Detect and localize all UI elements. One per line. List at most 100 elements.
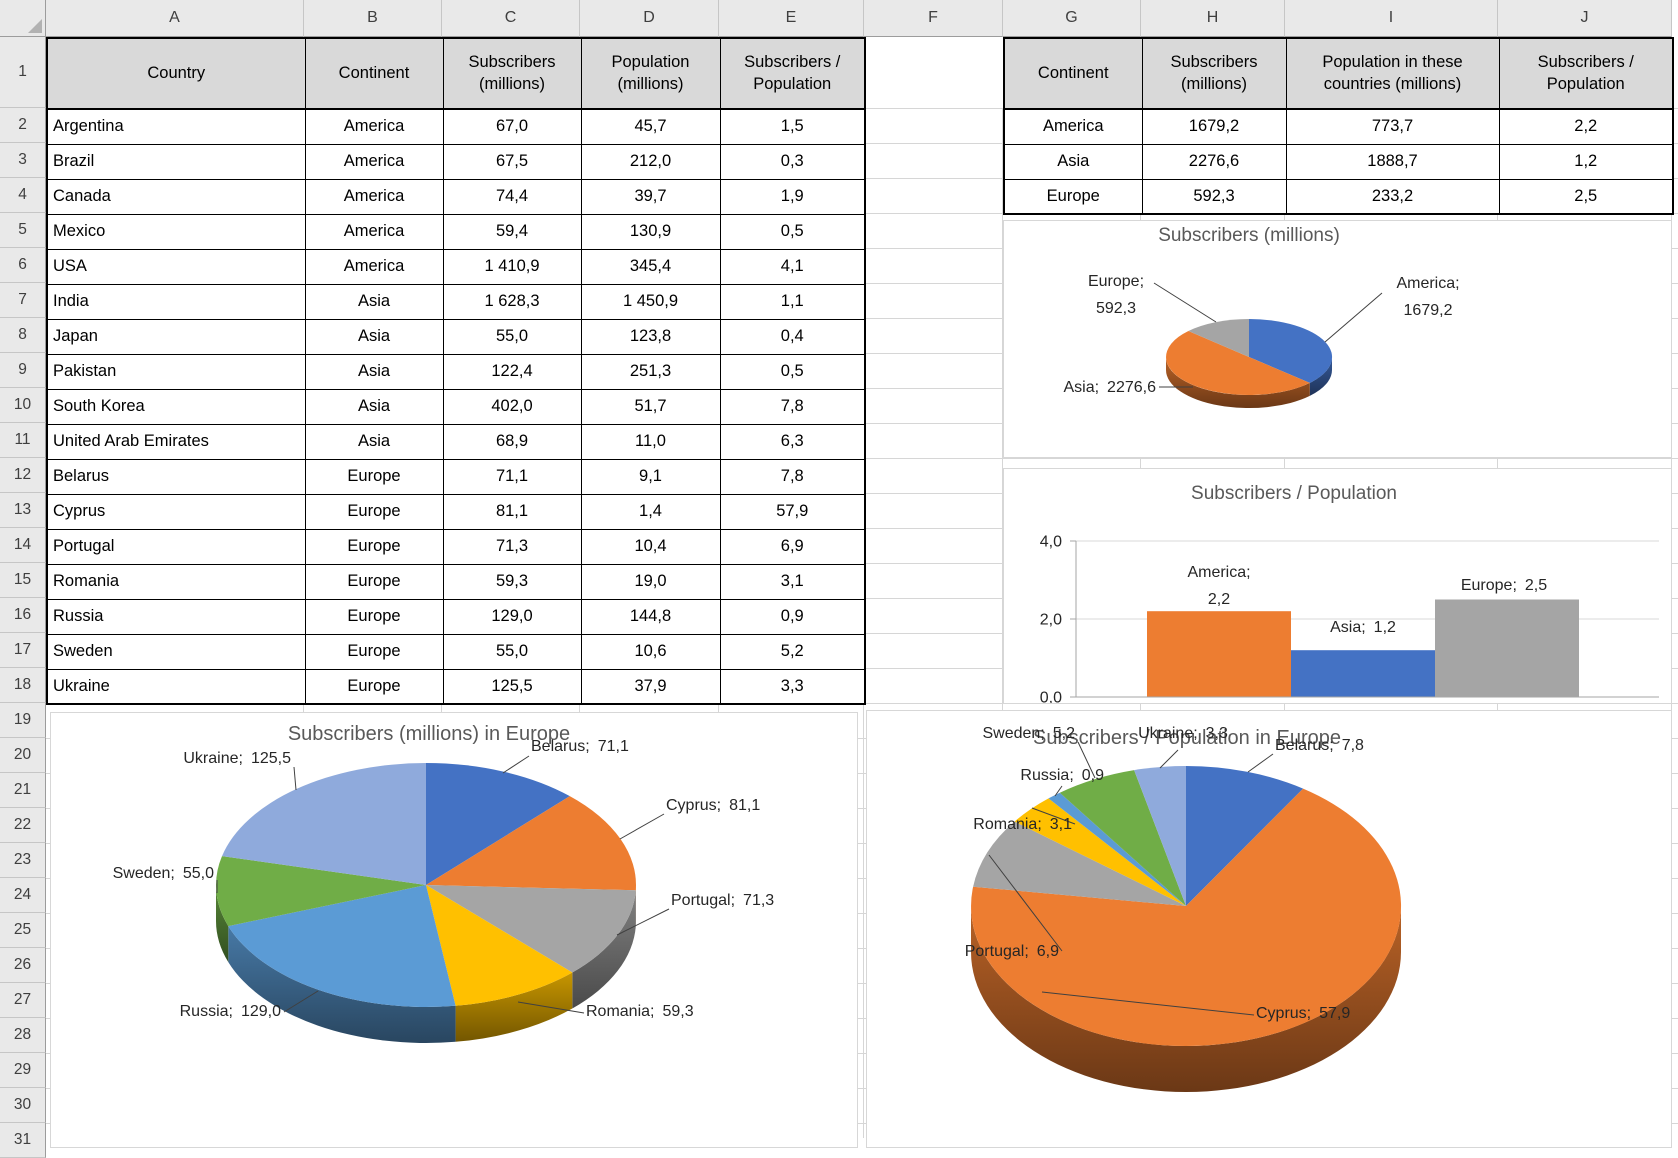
row-header-19[interactable]: 19 (0, 703, 46, 738)
table-cell[interactable]: 1,9 (720, 179, 865, 214)
row-header-15[interactable]: 15 (0, 563, 46, 598)
row-header-1[interactable]: 1 (0, 37, 46, 108)
table-cell[interactable]: 2,5 (1499, 179, 1673, 214)
table-cell[interactable]: United Arab Emirates (47, 424, 305, 459)
column-header-B[interactable]: B (304, 0, 442, 37)
row-header-27[interactable]: 27 (0, 983, 46, 1018)
table-cell[interactable]: 3,3 (720, 669, 865, 704)
row-header-21[interactable]: 21 (0, 773, 46, 808)
table-cell[interactable]: Europe (305, 634, 443, 669)
row-header-5[interactable]: 5 (0, 213, 46, 248)
row-header-23[interactable]: 23 (0, 843, 46, 878)
table-cell[interactable]: Cyprus (47, 494, 305, 529)
table-cell[interactable]: 45,7 (581, 109, 720, 144)
bar-america[interactable] (1147, 611, 1291, 697)
table-cell[interactable]: 2276,6 (1142, 144, 1286, 179)
table-cell[interactable]: 7,8 (720, 459, 865, 494)
row-header-2[interactable]: 2 (0, 108, 46, 143)
chart-europe-subscribers-pie[interactable]: Subscribers (millions) in Europe Belarus… (50, 712, 858, 1148)
row-header-7[interactable]: 7 (0, 283, 46, 318)
table-cell[interactable]: America (1004, 109, 1142, 144)
table-cell[interactable]: 5,2 (720, 634, 865, 669)
table-header-cell[interactable]: Continent (1004, 38, 1142, 109)
table-cell[interactable]: 37,9 (581, 669, 720, 704)
table-cell[interactable]: 71,3 (443, 529, 581, 564)
table-cell[interactable]: 123,8 (581, 319, 720, 354)
row-header-29[interactable]: 29 (0, 1053, 46, 1088)
table-cell[interactable]: Pakistan (47, 354, 305, 389)
table-header-cell[interactable]: Country (47, 38, 305, 109)
column-header-D[interactable]: D (580, 0, 719, 37)
table-cell[interactable]: America (305, 109, 443, 144)
table-cell[interactable]: Ukraine (47, 669, 305, 704)
table-cell[interactable]: Mexico (47, 214, 305, 249)
table-cell[interactable]: Europe (305, 459, 443, 494)
table-cell[interactable]: Asia (305, 284, 443, 319)
table-cell[interactable]: Europe (305, 529, 443, 564)
bar-asia[interactable] (1291, 650, 1435, 697)
table-cell[interactable]: 1 410,9 (443, 249, 581, 284)
table-cell[interactable]: 4,1 (720, 249, 865, 284)
table-cell[interactable]: 51,7 (581, 389, 720, 424)
table-header-cell[interactable]: Subscribers (millions) (443, 38, 581, 109)
table-cell[interactable]: Asia (305, 354, 443, 389)
row-header-8[interactable]: 8 (0, 318, 46, 353)
table-cell[interactable]: Europe (1004, 179, 1142, 214)
table-header-cell[interactable]: Subscribers / Population (720, 38, 865, 109)
table-cell[interactable]: 10,4 (581, 529, 720, 564)
table-cell[interactable]: South Korea (47, 389, 305, 424)
table-cell[interactable]: 39,7 (581, 179, 720, 214)
table-cell[interactable]: 773,7 (1286, 109, 1499, 144)
table-cell[interactable]: Asia (305, 389, 443, 424)
table-cell[interactable]: 1888,7 (1286, 144, 1499, 179)
row-header-25[interactable]: 25 (0, 913, 46, 948)
table-cell[interactable]: 67,0 (443, 109, 581, 144)
table-cell[interactable]: 81,1 (443, 494, 581, 529)
table-cell[interactable]: 592,3 (1142, 179, 1286, 214)
column-header-J[interactable]: J (1498, 0, 1672, 37)
table-cell[interactable]: America (305, 179, 443, 214)
column-header-H[interactable]: H (1141, 0, 1285, 37)
table-cell[interactable]: Asia (305, 319, 443, 354)
table-cell[interactable]: 7,8 (720, 389, 865, 424)
table-cell[interactable]: 1,4 (581, 494, 720, 529)
table-cell[interactable]: Asia (305, 424, 443, 459)
table-cell[interactable]: 212,0 (581, 144, 720, 179)
table-cell[interactable]: Argentina (47, 109, 305, 144)
row-header-10[interactable]: 10 (0, 388, 46, 423)
table-cell[interactable]: Europe (305, 494, 443, 529)
column-header-G[interactable]: G (1003, 0, 1141, 37)
table-cell[interactable]: 9,1 (581, 459, 720, 494)
table-cell[interactable]: America (305, 249, 443, 284)
row-header-16[interactable]: 16 (0, 598, 46, 633)
table-header-cell[interactable]: Subscribers / Population (1499, 38, 1673, 109)
table-header-cell[interactable]: Population (millions) (581, 38, 720, 109)
table-cell[interactable]: America (305, 214, 443, 249)
table-cell[interactable]: Canada (47, 179, 305, 214)
column-header-E[interactable]: E (719, 0, 864, 37)
table-cell[interactable]: 0,5 (720, 354, 865, 389)
table-cell[interactable]: 55,0 (443, 634, 581, 669)
table-cell[interactable]: 1,5 (720, 109, 865, 144)
row-header-13[interactable]: 13 (0, 493, 46, 528)
table-cell[interactable]: 0,5 (720, 214, 865, 249)
row-header-22[interactable]: 22 (0, 808, 46, 843)
table-cell[interactable]: Japan (47, 319, 305, 354)
table-cell[interactable]: 1,2 (1499, 144, 1673, 179)
table-cell[interactable]: 59,3 (443, 564, 581, 599)
table-cell[interactable]: 74,4 (443, 179, 581, 214)
table-cell[interactable]: 129,0 (443, 599, 581, 634)
table-cell[interactable]: 233,2 (1286, 179, 1499, 214)
table-cell[interactable]: Sweden (47, 634, 305, 669)
table-cell[interactable]: 1 628,3 (443, 284, 581, 319)
table-cell[interactable]: 57,9 (720, 494, 865, 529)
table-cell[interactable]: 251,3 (581, 354, 720, 389)
table-cell[interactable]: 68,9 (443, 424, 581, 459)
row-header-17[interactable]: 17 (0, 633, 46, 668)
table-cell[interactable]: 10,6 (581, 634, 720, 669)
row-header-12[interactable]: 12 (0, 458, 46, 493)
table-cell[interactable]: 11,0 (581, 424, 720, 459)
table-cell[interactable]: 71,1 (443, 459, 581, 494)
table-cell[interactable]: 19,0 (581, 564, 720, 599)
